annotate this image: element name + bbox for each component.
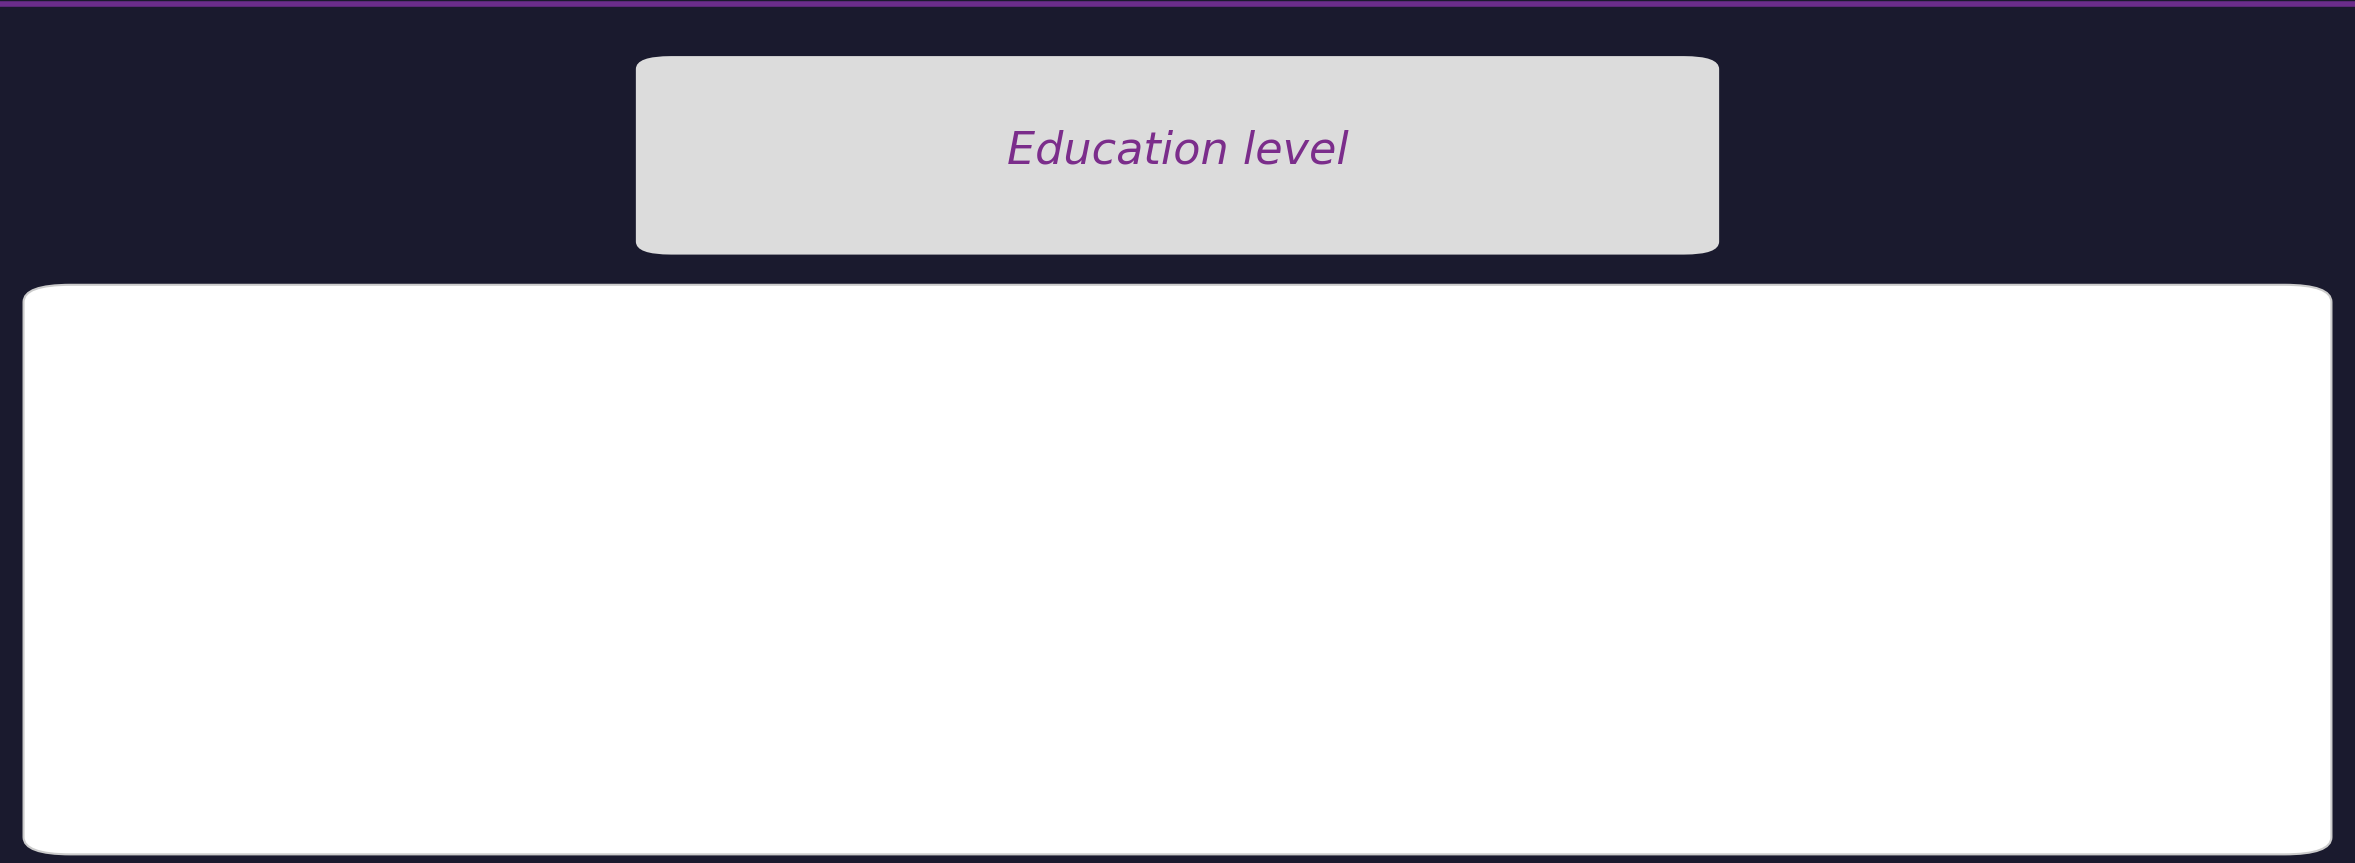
Text: Education level: Education level — [1006, 129, 1349, 173]
Bar — [1349, 411, 1618, 647]
Bar — [831, 424, 1100, 647]
Text: 66%: 66% — [400, 469, 499, 510]
Text: 74%: 74% — [1434, 449, 1533, 491]
Bar — [1865, 388, 2134, 647]
Bar — [316, 437, 584, 647]
Text: 70%: 70% — [916, 458, 1015, 501]
Text: 81%: 81% — [1950, 432, 2049, 475]
